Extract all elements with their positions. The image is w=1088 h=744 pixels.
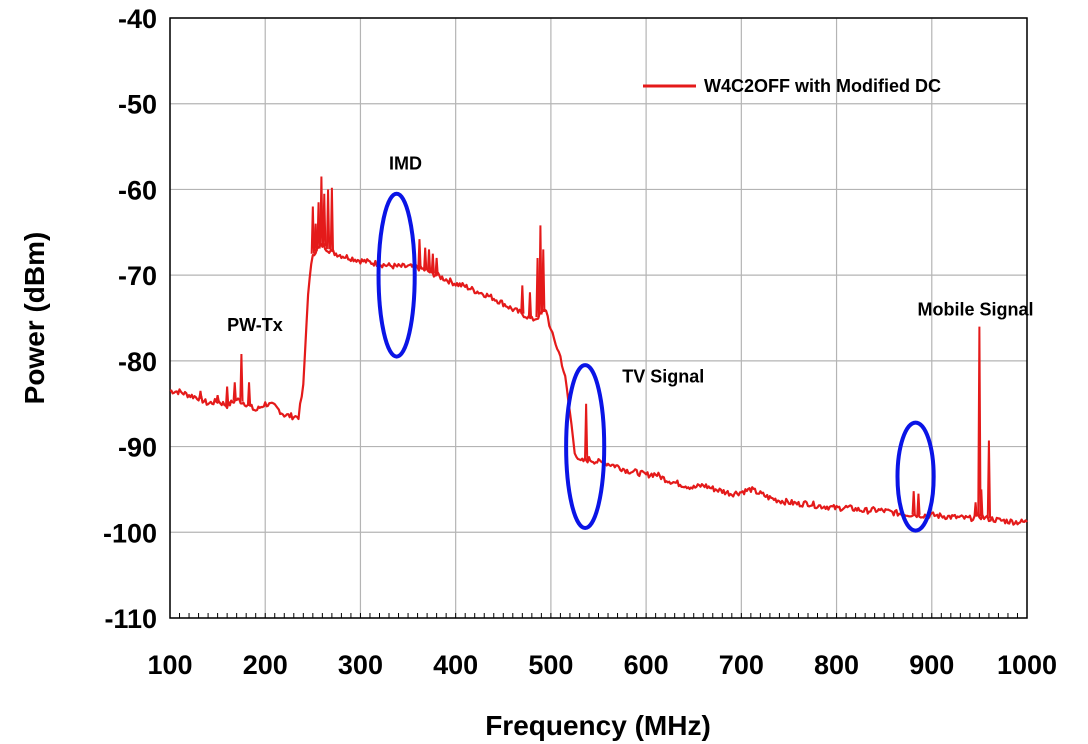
series-spike	[423, 247, 428, 271]
y-tick-label: -40	[118, 4, 157, 34]
y-axis-title: Power (dBm)	[19, 232, 50, 405]
y-tick-label: -80	[118, 347, 157, 377]
series-spike	[979, 489, 984, 517]
x-tick-label: 900	[909, 650, 954, 680]
series-spike	[322, 193, 327, 247]
annotation-label: Mobile Signal	[917, 299, 1033, 319]
series-spike	[417, 239, 422, 269]
tick-labels: 100 200 300 400 500 600 700 800 900 1000 -40 -50 -60…	[103, 4, 1057, 680]
x-tick-label: 300	[338, 650, 383, 680]
y-tick-label: -60	[118, 175, 157, 205]
highlight-ellipse	[376, 191, 417, 359]
series-spike	[198, 390, 203, 400]
series-spike	[313, 223, 318, 252]
x-tick-label: 600	[624, 650, 669, 680]
series-spike	[310, 206, 315, 254]
series-spike	[426, 249, 432, 272]
series-spike	[430, 253, 435, 274]
y-tick-label: -90	[118, 433, 157, 463]
series-spike	[325, 189, 331, 250]
x-tick-label: 100	[147, 650, 192, 680]
series-spike	[583, 403, 589, 461]
plot-area	[169, 17, 1028, 619]
series-spike	[527, 292, 533, 319]
annotations: PW-Tx IMD TV Signal Mobile Signal	[227, 154, 1033, 387]
y-tick-label: -50	[118, 90, 157, 120]
highlight-ellipse	[564, 363, 607, 531]
series-spike	[911, 491, 916, 515]
series-spike	[246, 382, 252, 406]
x-tick-label: 200	[243, 650, 288, 680]
series-spike	[916, 493, 921, 515]
series-spike	[239, 353, 244, 402]
y-tick-label: -110	[104, 604, 157, 634]
x-tick-label: 700	[719, 650, 764, 680]
annotation-label: IMD	[389, 154, 422, 174]
series-spike	[973, 502, 978, 517]
annotation-label: TV Signal	[622, 366, 704, 386]
x-tick-label: 500	[528, 650, 573, 680]
x-tick-label: 1000	[997, 650, 1057, 680]
series-spike	[520, 285, 525, 314]
series-spike	[319, 176, 324, 247]
annotation-label: PW-Tx	[227, 315, 283, 335]
series-spike	[541, 249, 546, 313]
highlight-ellipses	[376, 191, 936, 533]
x-tick-label: 400	[433, 650, 478, 680]
series-spike	[316, 202, 321, 249]
series-spike	[986, 440, 992, 519]
plot-frame	[169, 17, 1028, 619]
series-spike	[215, 394, 220, 402]
highlight-ellipse	[895, 420, 936, 533]
legend: W4C2OFF with Modified DC	[643, 76, 941, 96]
x-tick-label: 800	[814, 650, 859, 680]
series-spike	[538, 225, 543, 315]
series-spike	[224, 386, 230, 406]
y-tick-label: -100	[103, 518, 157, 548]
legend-series-label: W4C2OFF with Modified DC	[704, 76, 941, 96]
series-spike	[977, 326, 982, 517]
x-axis-title: Frequency (MHz)	[485, 710, 711, 741]
series-spike	[535, 257, 540, 318]
series-spike	[329, 187, 335, 253]
series-spike	[434, 257, 439, 276]
series-spike	[232, 382, 237, 401]
y-tick-label: -70	[118, 261, 157, 291]
